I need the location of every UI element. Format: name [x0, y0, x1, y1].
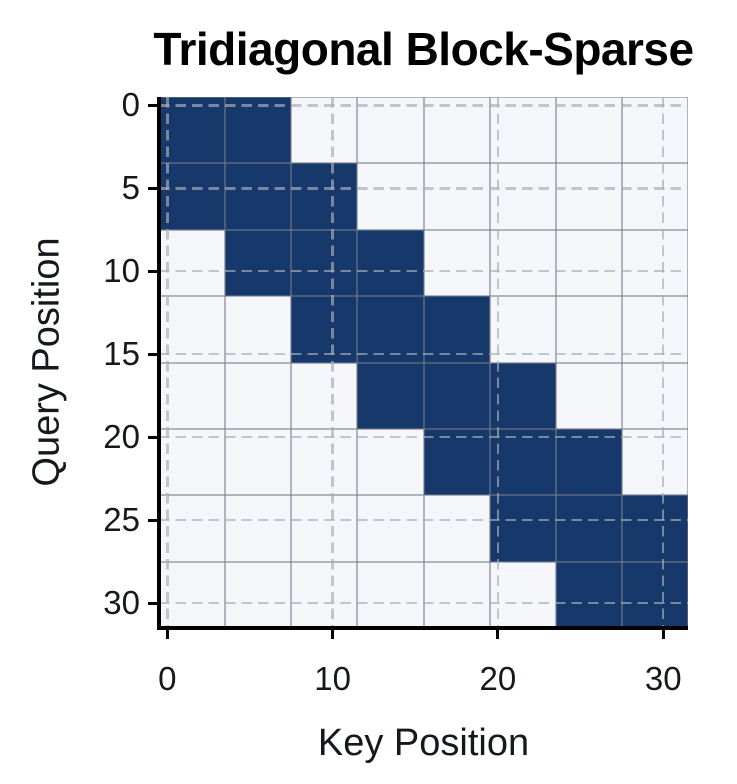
y-tick: [148, 601, 158, 605]
heatmap-plot: [159, 97, 688, 628]
y-tick-label: 30: [103, 584, 140, 622]
x-tick: [331, 629, 335, 639]
grid-major-vline: [661, 97, 665, 628]
grid-major-hline: [159, 187, 688, 190]
grid-major-hline: [159, 269, 688, 273]
y-tick-label: 15: [103, 335, 140, 373]
y-tick-label: 10: [103, 252, 140, 290]
grid-minor-vline: [554, 97, 557, 628]
y-tick: [148, 269, 158, 273]
x-tick: [496, 629, 500, 639]
y-tick: [148, 435, 158, 439]
y-axis-label: Query Position: [25, 237, 68, 487]
x-tick-label: 0: [158, 660, 177, 697]
y-tick-label: 0: [121, 86, 140, 124]
grid-major-vline: [331, 97, 334, 628]
grid-major-hline: [159, 435, 688, 439]
heatmap-block: [489, 495, 688, 562]
heatmap-block: [225, 229, 424, 297]
y-tick-label: 5: [121, 169, 140, 207]
y-tick: [148, 352, 158, 356]
chart-title: Tridiagonal Block-Sparse: [153, 23, 694, 75]
x-tick-label: 20: [479, 660, 517, 697]
grid-minor-hline: [159, 361, 688, 364]
grid-major-vline: [166, 97, 169, 628]
y-tick: [148, 186, 158, 190]
grid-minor-vline: [687, 97, 688, 628]
left-spine: [157, 96, 161, 630]
grid-minor-vline: [488, 97, 491, 628]
y-tick: [148, 518, 158, 522]
grid-minor-hline: [159, 427, 688, 430]
y-tick-label: 25: [103, 501, 140, 539]
grid-major-hline: [159, 518, 688, 522]
x-axis-label: Key Position: [317, 722, 530, 764]
grid-major-hline: [159, 601, 688, 605]
grid-minor-hline: [159, 494, 688, 497]
heatmap-block: [423, 428, 622, 496]
heatmap-block: [357, 362, 556, 429]
x-tick: [165, 629, 169, 639]
heatmap-block: [291, 296, 490, 363]
y-tick-label: 20: [103, 418, 140, 456]
x-tick-label: 30: [644, 660, 682, 697]
grid-minor-hline: [159, 560, 688, 563]
y-tick: [148, 103, 158, 107]
grid-minor-vline: [620, 97, 623, 628]
grid-major-hline: [159, 104, 688, 107]
x-tick-label: 10: [314, 660, 351, 697]
x-tick: [661, 629, 665, 639]
grid-major-vline: [496, 97, 500, 628]
bottom-spine: [157, 626, 688, 630]
grid-major-hline: [159, 352, 688, 356]
heatmap-block: [159, 163, 358, 230]
